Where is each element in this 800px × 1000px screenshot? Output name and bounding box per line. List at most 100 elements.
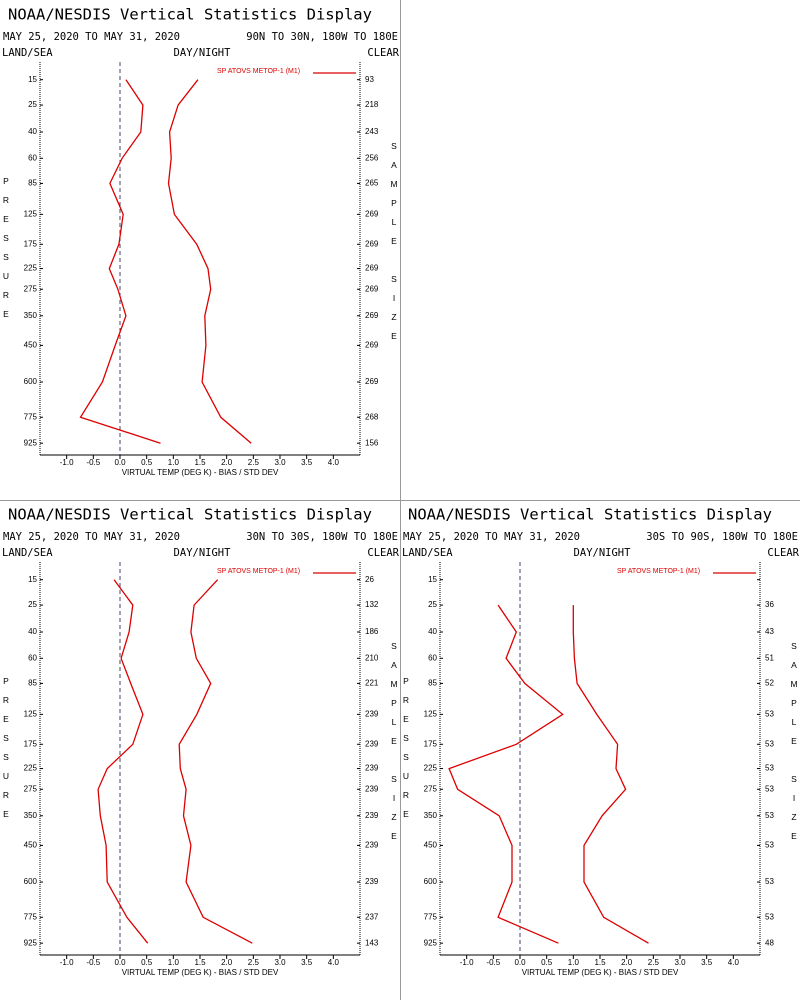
y-axis-label: PRESSURE (1, 176, 11, 328)
y-tick-label: 85 (28, 179, 37, 188)
y-tick-label: 600 (424, 877, 438, 886)
day-night: DAY/NIGHT (174, 547, 232, 559)
sample-size-label: 53 (765, 784, 774, 793)
x-tick-label: 0.5 (141, 458, 153, 467)
sample-size-label: 53 (765, 841, 774, 850)
y-tick-label: 60 (28, 153, 37, 162)
y-tick-label: 125 (424, 709, 438, 718)
x-tick-label: 0.0 (514, 958, 526, 967)
y-tick-label: 775 (24, 412, 38, 421)
sample-size-label: 26 (365, 575, 374, 584)
sky: CLEAR (367, 547, 399, 559)
y-tick-label: 600 (24, 877, 38, 886)
y-tick-label: 450 (424, 841, 438, 850)
y-tick-label: 125 (24, 709, 38, 718)
sample-size-label: 156 (365, 438, 379, 447)
x-tick-label: 4.0 (728, 958, 740, 967)
sample-size-label: 239 (365, 739, 379, 748)
x-axis-label: VIRTUAL TEMP (DEG K) - BIAS / STD DEV (122, 968, 279, 977)
x-tick-label: -0.5 (86, 458, 100, 467)
y2-axis-label: SAMPLE SIZE (389, 141, 399, 350)
sample-size-label: 239 (365, 709, 379, 718)
region: 90N TO 30N, 180W TO 180E (246, 31, 398, 43)
x-tick-label: 1.0 (568, 958, 580, 967)
y-tick-label: 350 (24, 311, 38, 320)
sample-size-label: 53 (765, 739, 774, 748)
bias-line (97, 579, 149, 944)
x-tick-label: -1.0 (60, 458, 74, 467)
x-tick-label: 3.0 (274, 458, 286, 467)
chart-title: NOAA/NESDIS Vertical Statistics Display (8, 506, 372, 524)
y-tick-label: 225 (24, 264, 38, 273)
x-axis-label: VIRTUAL TEMP (DEG K) - BIAS / STD DEV (522, 968, 679, 977)
sample-size-label: 237 (365, 912, 379, 921)
x-tick-label: 3.5 (701, 958, 713, 967)
y-tick-label: 225 (24, 764, 38, 773)
sky: CLEAR (367, 47, 399, 59)
x-tick-label: 2.0 (221, 958, 233, 967)
x-tick-label: 3.5 (301, 458, 313, 467)
date-range: MAY 25, 2020 TO MAY 31, 2020 (3, 31, 180, 43)
land-sea: LAND/SEA (2, 547, 53, 559)
y-tick-label: 15 (428, 575, 437, 584)
date-range: MAY 25, 2020 TO MAY 31, 2020 (3, 531, 180, 543)
region: 30S TO 90S, 180W TO 180E (646, 531, 798, 543)
x-tick-label: 3.0 (274, 958, 286, 967)
sample-size-label: 269 (365, 341, 379, 350)
legend-label: SP ATOVS METOP-1 (M1) (217, 568, 300, 575)
x-tick-label: 0.5 (141, 958, 153, 967)
panel: NOAA/NESDIS Vertical Statistics Display M… (1, 6, 400, 478)
sample-size-label: 143 (365, 938, 379, 947)
std-dev-line (178, 579, 253, 944)
y-tick-label: 775 (24, 912, 38, 921)
sample-size-label: 239 (365, 764, 379, 773)
chart-title: NOAA/NESDIS Vertical Statistics Display (8, 6, 372, 24)
x-tick-label: 4.0 (328, 458, 340, 467)
y-tick-label: 450 (24, 341, 38, 350)
x-tick-label: 1.0 (168, 958, 180, 967)
y-tick-label: 775 (424, 912, 438, 921)
y-tick-label: 40 (28, 127, 37, 136)
sample-size-label: 186 (365, 627, 379, 636)
std-dev-line (167, 79, 252, 444)
sample-size-label: 239 (365, 784, 379, 793)
y-tick-label: 275 (24, 284, 38, 293)
y-tick-label: 925 (24, 438, 38, 447)
x-tick-label: 1.5 (594, 958, 606, 967)
sample-size-label: 36 (765, 600, 774, 609)
y-tick-label: 85 (428, 679, 437, 688)
y2-axis-label: SAMPLE SIZE (389, 641, 399, 850)
y-tick-label: 25 (428, 600, 437, 609)
day-night: DAY/NIGHT (174, 47, 232, 59)
sample-size-label: 269 (365, 284, 379, 293)
x-tick-label: 1.5 (194, 958, 206, 967)
x-tick-label: -0.5 (486, 958, 500, 967)
legend-label: SP ATOVS METOP-1 (M1) (217, 68, 300, 75)
y-tick-label: 275 (424, 784, 438, 793)
sample-size-label: 53 (765, 764, 774, 773)
y-tick-label: 225 (424, 764, 438, 773)
sample-size-label: 239 (365, 877, 379, 886)
y-tick-label: 60 (428, 653, 437, 662)
x-tick-label: 4.0 (328, 958, 340, 967)
sample-size-label: 52 (765, 679, 774, 688)
sample-size-label: 210 (365, 653, 379, 662)
sample-size-label: 239 (365, 841, 379, 850)
x-tick-label: -0.5 (86, 958, 100, 967)
bias-line (448, 604, 564, 944)
x-tick-label: 1.0 (168, 458, 180, 467)
panel: NOAA/NESDIS Vertical Statistics Display M… (401, 506, 800, 978)
y-tick-label: 25 (28, 600, 37, 609)
x-tick-label: 0.5 (541, 958, 553, 967)
land-sea: LAND/SEA (402, 547, 453, 559)
x-tick-label: -1.0 (460, 958, 474, 967)
sample-size-label: 221 (365, 679, 379, 688)
sample-size-label: 239 (365, 811, 379, 820)
sample-size-label: 256 (365, 153, 379, 162)
x-tick-label: 3.0 (674, 958, 686, 967)
sample-size-label: 53 (765, 811, 774, 820)
sample-size-label: 269 (365, 377, 379, 386)
day-night: DAY/NIGHT (574, 547, 632, 559)
y-tick-label: 40 (428, 627, 437, 636)
